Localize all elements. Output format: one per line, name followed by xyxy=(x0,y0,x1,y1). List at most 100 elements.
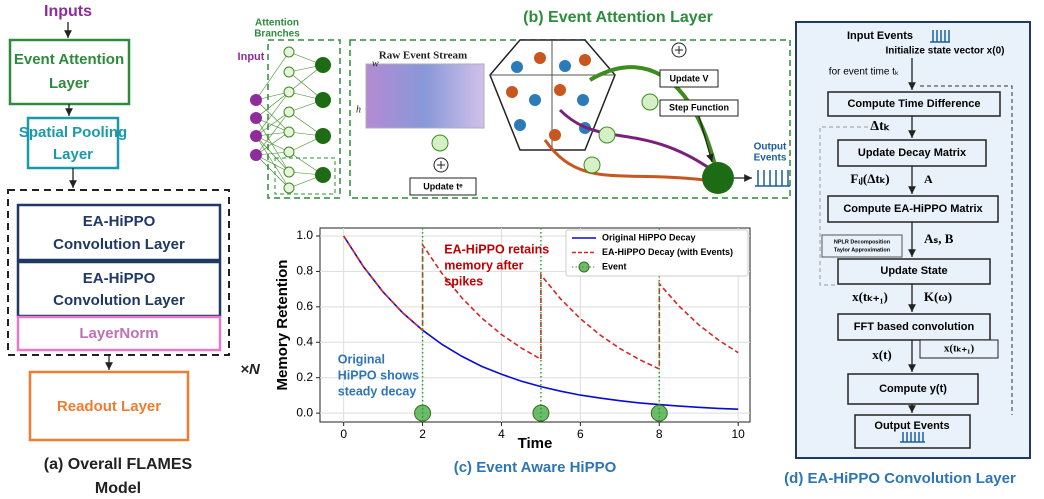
label: x(t) xyxy=(872,347,892,362)
step: FFT based convolution xyxy=(854,321,975,333)
input-neuron xyxy=(250,112,262,124)
block-label: Spatial Pooling xyxy=(19,124,127,141)
network xyxy=(250,46,336,195)
edge xyxy=(255,117,290,173)
label: x(tₖ₊₁) xyxy=(944,343,975,355)
step-box xyxy=(837,258,991,285)
panel-b: (b) Event Attention Layer Attention Bran… xyxy=(238,9,791,199)
x-tick-label: 10 xyxy=(731,427,745,441)
label: K(ω) xyxy=(924,289,952,304)
label: Input Events xyxy=(847,30,913,42)
event-stream xyxy=(365,63,485,129)
note-box xyxy=(919,339,999,359)
block-label: LayerNorm xyxy=(79,325,158,342)
caption: (a) Overall FLAMES xyxy=(44,456,193,473)
edge xyxy=(255,111,290,137)
event-marker xyxy=(414,404,432,422)
legend-label: Event xyxy=(602,261,627,271)
note: Taylor Approximation xyxy=(834,247,891,253)
step: Update Decay Matrix xyxy=(858,147,967,159)
edge xyxy=(255,111,290,156)
step-box xyxy=(847,373,979,405)
label: Update tᵉ xyxy=(423,181,463,191)
neuron xyxy=(641,93,659,111)
neuron xyxy=(583,156,601,174)
spikes xyxy=(930,30,950,43)
y-axis-label: Memory Retention xyxy=(274,260,291,391)
block-label: Layer xyxy=(53,146,93,163)
box xyxy=(409,177,477,196)
edge xyxy=(255,131,290,156)
spikes xyxy=(755,170,790,187)
neuron xyxy=(283,126,295,138)
step: Update State xyxy=(880,265,947,277)
block-label: EA-HiPPO xyxy=(83,270,156,287)
block xyxy=(28,370,190,442)
panel-title: (b) Event Attention Layer xyxy=(523,9,713,26)
input-neuron xyxy=(250,130,262,142)
panel-d: Input Events Initialize state vector x(0… xyxy=(784,21,1031,487)
step-box xyxy=(837,313,991,341)
neuron xyxy=(315,167,331,183)
label: h xyxy=(356,104,361,115)
event-marker xyxy=(532,404,550,422)
edge xyxy=(255,91,290,137)
neuron xyxy=(283,106,295,118)
label: Step Function xyxy=(669,102,729,112)
sum-node xyxy=(437,161,445,169)
loop xyxy=(920,85,1013,415)
block-label: Event Attention xyxy=(14,51,124,68)
block xyxy=(26,116,120,170)
label: Δtₖ xyxy=(870,119,889,134)
neuron xyxy=(315,57,331,73)
y-tick-label: 1.0 xyxy=(296,228,313,242)
repeat-label: ×N xyxy=(240,361,261,378)
block-label: Layer xyxy=(49,75,89,92)
label: Branches xyxy=(254,29,300,40)
label: Output xyxy=(754,142,787,153)
label: Update V xyxy=(669,73,708,83)
label: A xyxy=(924,172,933,186)
annotation: steady decay xyxy=(338,384,417,398)
edge xyxy=(255,135,290,153)
neuron xyxy=(283,166,295,178)
arrow xyxy=(698,115,714,163)
step-box xyxy=(827,91,1001,117)
neuron xyxy=(431,134,449,152)
neuron xyxy=(315,128,331,144)
neuron xyxy=(598,126,616,144)
neuron xyxy=(315,92,331,108)
neuron xyxy=(283,86,295,98)
step: Output Events xyxy=(874,420,949,432)
label: Fᵢⱼ(Δtₖ) xyxy=(850,171,889,186)
block-label: Convolution Layer xyxy=(53,236,185,253)
neuron xyxy=(283,66,295,78)
box xyxy=(659,69,719,88)
label: Input xyxy=(238,51,265,63)
step-box xyxy=(854,414,971,449)
flow xyxy=(558,108,713,172)
label: w xyxy=(372,58,379,69)
label: Initialize state vector x(0) xyxy=(886,46,1005,57)
input-neuron xyxy=(250,94,262,106)
block-label: Convolution Layer xyxy=(53,292,185,309)
block-label: EA-HiPPO xyxy=(83,213,156,230)
annotation: EA-HiPPO retains xyxy=(444,242,549,256)
x-tick-label: 8 xyxy=(656,427,663,441)
x-tick-label: 2 xyxy=(419,427,426,441)
repeat-box xyxy=(7,189,230,356)
label: Attention xyxy=(255,18,299,29)
dashed-box xyxy=(274,157,336,195)
step: Compute Time Difference xyxy=(847,98,980,110)
block xyxy=(8,38,131,106)
edge xyxy=(255,135,290,173)
step: Compute y(t) xyxy=(879,383,947,395)
spikes xyxy=(900,432,925,443)
note: NPLR Decomposition xyxy=(834,239,891,245)
block-label: Readout Layer xyxy=(57,398,161,415)
panel-a: Inputs Event Attention Layer Spatial Poo… xyxy=(7,3,261,497)
output-neuron xyxy=(702,162,734,194)
legend-label: Original HiPPO Decay xyxy=(602,232,696,242)
edge xyxy=(255,99,290,133)
neuron xyxy=(283,182,295,194)
